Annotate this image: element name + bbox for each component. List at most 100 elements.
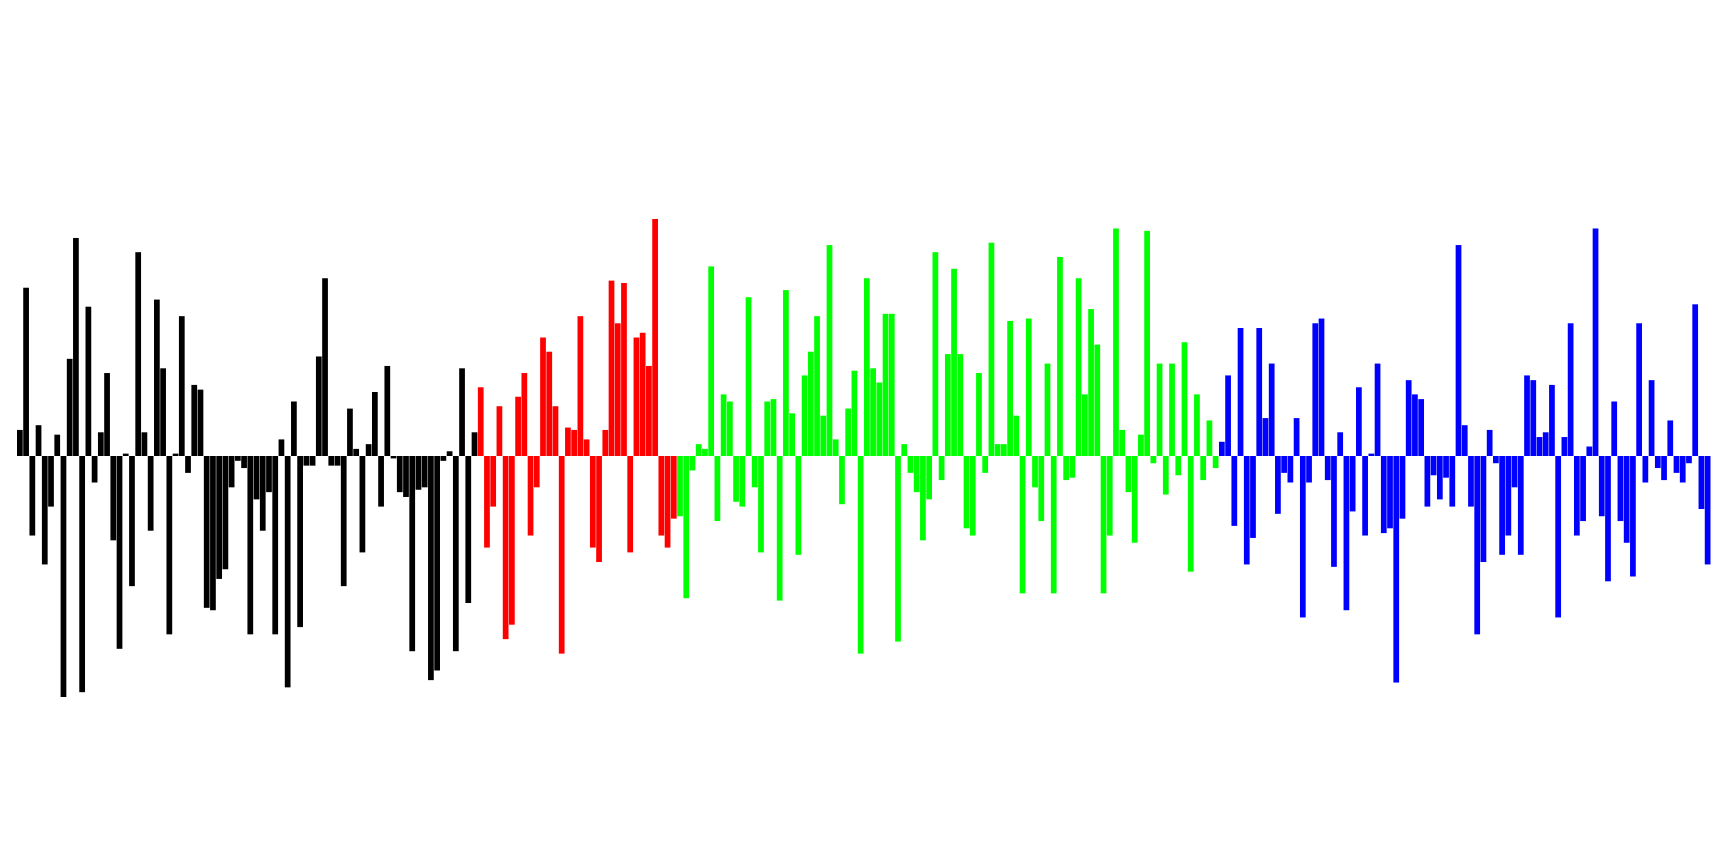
bar-series1-47 — [303, 456, 310, 466]
bar-series4-62 — [1598, 456, 1605, 517]
bar-series4-32 — [1412, 394, 1418, 456]
bar-series1-54 — [347, 408, 353, 456]
bar-series4-3 — [1231, 456, 1238, 526]
bar-series1-43 — [278, 439, 285, 456]
bar-series3-54 — [1007, 320, 1013, 456]
bar-series4-13 — [1293, 418, 1300, 456]
bar-series1-45 — [291, 401, 297, 456]
bar-series1-72 — [459, 368, 465, 456]
bar-series4-30 — [1399, 456, 1406, 519]
bar-series4-5 — [1243, 456, 1250, 565]
bar-series1-12 — [85, 306, 92, 456]
bar-series1-64 — [409, 456, 416, 652]
bar-series4-35 — [1430, 456, 1437, 476]
bar-series4-27 — [1380, 456, 1387, 534]
bar-series4-67 — [1630, 456, 1636, 577]
bar-series4-41 — [1468, 456, 1474, 507]
bar-series3-77 — [1150, 456, 1157, 464]
bar-series1-66 — [421, 456, 428, 488]
bar-series1-31 — [203, 456, 210, 608]
bar-series1-41 — [266, 456, 272, 493]
bar-series3-37 — [901, 444, 908, 456]
bar-series2-13 — [552, 406, 559, 456]
bar-series1-57 — [365, 444, 372, 456]
bar-series4-26 — [1374, 363, 1381, 456]
bar-series3-65 — [1075, 278, 1082, 456]
bar-series4-77 — [1692, 304, 1699, 456]
bar-series3-41 — [926, 456, 933, 500]
bar-series2-14 — [558, 456, 565, 654]
bar-series2-11 — [540, 337, 546, 456]
bar-series3-67 — [1088, 309, 1094, 456]
bar-series3-84 — [1194, 394, 1200, 456]
bar-series4-71 — [1654, 456, 1661, 469]
bar-series3-86 — [1206, 420, 1213, 456]
bar-series3-30 — [857, 456, 864, 654]
bar-series3-64 — [1069, 456, 1076, 478]
bar-series3-19 — [789, 413, 795, 456]
bar-series1-29 — [191, 384, 198, 456]
bar-series3-32 — [870, 368, 876, 456]
bar-series3-52 — [994, 444, 1001, 456]
bar-series2-21 — [602, 429, 609, 456]
bar-series3-39 — [913, 456, 920, 493]
bar-series1-55 — [353, 448, 360, 456]
bar-series2-18 — [583, 439, 590, 456]
bar-series4-29 — [1393, 456, 1400, 683]
bar-series1-16 — [110, 456, 117, 541]
bar-series3-38 — [907, 456, 914, 473]
bar-series3-47 — [963, 456, 970, 529]
bar-series3-87 — [1212, 456, 1219, 469]
bar-series3-6 — [708, 266, 715, 456]
bar-series1-20 — [135, 252, 142, 456]
bar-series4-12 — [1287, 456, 1294, 483]
bar-series4-48 — [1511, 456, 1518, 488]
bar-series1-24 — [160, 368, 166, 456]
bar-series2-31 — [664, 456, 671, 548]
bar-series4-56 — [1561, 437, 1568, 456]
bar-series1-11 — [79, 456, 86, 693]
bar-series3-75 — [1138, 434, 1144, 456]
bar-series3-4 — [695, 444, 702, 456]
bar-series3-60 — [1044, 363, 1051, 456]
bar-series1-50 — [322, 278, 328, 456]
bar-series3-72 — [1119, 429, 1126, 456]
bar-series4-24 — [1362, 456, 1368, 536]
bar-series4-33 — [1418, 399, 1425, 456]
bar-series3-56 — [1019, 456, 1026, 594]
bar-series4-64 — [1611, 401, 1618, 456]
bar-series2-16 — [571, 429, 578, 456]
bar-series3-14 — [758, 456, 764, 553]
bar-series4-2 — [1225, 375, 1231, 456]
bar-series4-37 — [1443, 456, 1449, 478]
bar-series3-21 — [801, 375, 808, 456]
bar-series3-57 — [1025, 318, 1032, 456]
bar-series4-73 — [1667, 420, 1674, 456]
bar-series3-16 — [770, 399, 777, 456]
bar-series1-34 — [222, 456, 229, 570]
bar-series1-40 — [259, 456, 266, 531]
bar-series2-9 — [527, 456, 534, 536]
bar-series3-71 — [1113, 228, 1119, 456]
bar-series3-80 — [1169, 363, 1175, 456]
bar-series2-29 — [652, 219, 658, 456]
bar-series4-40 — [1461, 425, 1468, 456]
bar-series4-16 — [1312, 323, 1319, 456]
bar-series1-68 — [434, 456, 440, 671]
bar-series1-7 — [54, 434, 61, 456]
bar-series1-27 — [178, 316, 185, 456]
bar-series3-9 — [726, 401, 733, 456]
bar-series3-1 — [677, 456, 683, 517]
bar-series4-74 — [1673, 456, 1680, 473]
bar-series4-47 — [1505, 456, 1512, 536]
bar-series3-45 — [951, 268, 957, 456]
bar-series2-4 — [496, 406, 503, 456]
bar-series3-29 — [851, 370, 858, 456]
bar-series4-34 — [1424, 456, 1431, 507]
bar-series3-33 — [876, 382, 883, 456]
bar-series1-42 — [272, 456, 279, 635]
bar-series1-15 — [104, 373, 110, 456]
bar-series3-46 — [957, 354, 964, 456]
bar-series2-32 — [670, 456, 677, 519]
bar-series1-4 — [35, 425, 42, 456]
